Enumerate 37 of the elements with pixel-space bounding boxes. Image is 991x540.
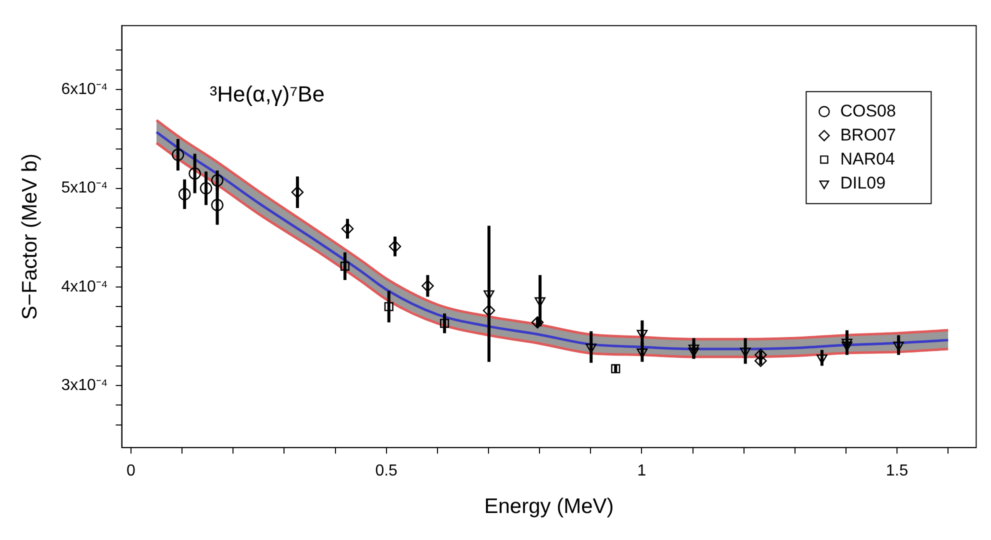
point: [388, 240, 402, 253]
legend-label: BRO07: [840, 125, 896, 144]
x-tick-label: 1: [637, 462, 646, 480]
point: [200, 182, 212, 194]
point: [384, 302, 394, 312]
point: [440, 318, 450, 328]
y-tick-label: 5x10⁻⁴: [61, 180, 108, 197]
point: [482, 304, 496, 317]
x-tick-label: 0: [126, 462, 136, 480]
point: [291, 186, 304, 198]
point: [754, 354, 767, 367]
point: [211, 198, 224, 212]
legend-label: COS08: [840, 101, 896, 120]
point: [341, 222, 354, 235]
point: [422, 280, 434, 292]
x-axis-title: Energy (MeV): [484, 495, 614, 518]
point: [534, 297, 546, 307]
x-tick-label: 0.5: [375, 462, 398, 480]
point: [484, 290, 494, 300]
point: [754, 348, 767, 362]
y-axis-title: S−Factor (MeV b): [18, 153, 42, 320]
point: [178, 188, 191, 200]
annotation: ³He(α,γ)⁷Be: [210, 82, 325, 107]
point: [611, 364, 620, 374]
point: [340, 262, 350, 271]
y-tick-label: 4x10⁻⁴: [61, 278, 108, 296]
legend-label: DIL09: [840, 173, 886, 192]
legend-label: NAR04: [840, 149, 896, 168]
point: [211, 174, 224, 187]
y-tick-label: 6x10⁻⁴: [61, 81, 108, 98]
x-tick-label: 1.5: [886, 462, 908, 480]
y-tick-label: 3x10⁻⁴: [61, 376, 108, 394]
point: [636, 330, 648, 340]
point: [172, 148, 184, 161]
point: [586, 344, 597, 354]
point: [893, 342, 904, 352]
point: [188, 167, 201, 180]
